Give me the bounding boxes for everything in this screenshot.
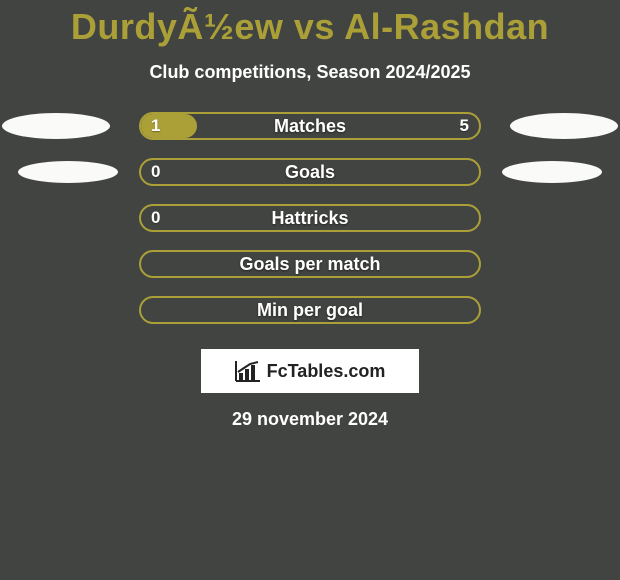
stat-bar: Goals per match <box>139 250 481 278</box>
subtitle: Club competitions, Season 2024/2025 <box>0 62 620 83</box>
stats-area: 1Matches5 0Goals 0Hattricks Goals per match… <box>0 103 620 333</box>
player-pill-right <box>510 113 618 139</box>
stat-label: Matches <box>141 116 479 137</box>
stat-label: Min per goal <box>141 300 479 321</box>
stat-label: Goals per match <box>141 254 479 275</box>
player-pill-left <box>2 113 110 139</box>
brand-box[interactable]: FcTables.com <box>201 349 419 393</box>
stat-label: Hattricks <box>141 208 479 229</box>
stat-bar: 1Matches5 <box>139 112 481 140</box>
stat-bar: Min per goal <box>139 296 481 324</box>
stat-bar: 0Goals <box>139 158 481 186</box>
stat-row: 0Hattricks <box>0 195 620 241</box>
bar-chart-icon <box>235 360 261 382</box>
brand-text: FcTables.com <box>267 361 386 382</box>
value-right: 5 <box>460 116 469 136</box>
stat-row: 0Goals <box>0 149 620 195</box>
stat-label: Goals <box>141 162 479 183</box>
stat-row: 1Matches5 <box>0 103 620 149</box>
page-title: DurdyÃ½ew vs Al-Rashdan <box>0 0 620 48</box>
player-pill-left <box>18 161 118 183</box>
stat-row: Min per goal <box>0 287 620 333</box>
player-pill-right <box>502 161 602 183</box>
stat-row: Goals per match <box>0 241 620 287</box>
stat-bar: 0Hattricks <box>139 204 481 232</box>
date-text: 29 november 2024 <box>0 409 620 430</box>
